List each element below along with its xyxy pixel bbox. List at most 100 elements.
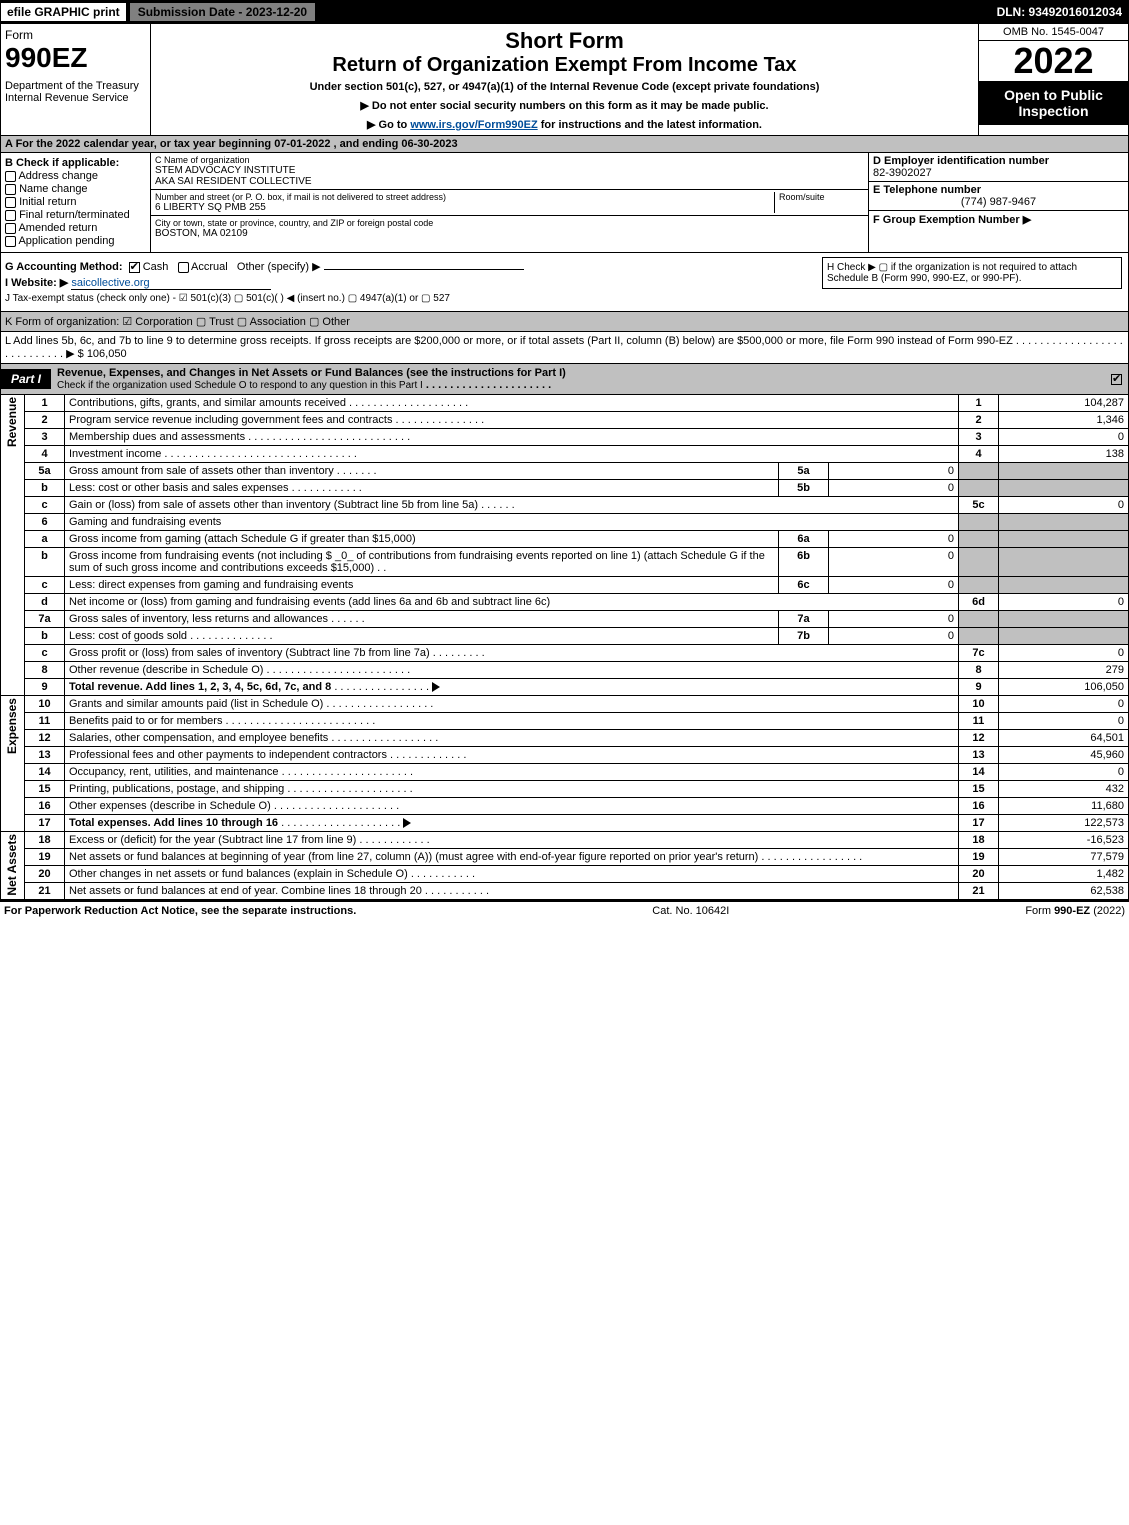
omb-number: OMB No. 1545-0047 [979, 24, 1128, 41]
line-21: 21Net assets or fund balances at end of … [1, 883, 1129, 900]
tel-row: E Telephone number (774) 987-9467 [869, 182, 1128, 211]
line-9: 9Total revenue. Add lines 1, 2, 3, 4, 5c… [1, 679, 1129, 696]
line-20: 20Other changes in net assets or fund ba… [1, 866, 1129, 883]
org-aka: AKA SAI RESIDENT COLLECTIVE [155, 176, 864, 187]
part1-table: Revenue 1Contributions, gifts, grants, a… [0, 395, 1129, 900]
col-c-org-info: C Name of organization STEM ADVOCACY INS… [151, 153, 868, 252]
header-left: Form 990EZ Department of the Treasury In… [1, 24, 151, 135]
part1-tab: Part I [1, 369, 51, 389]
dln: DLN: 93492016012034 [991, 3, 1128, 21]
org-name: STEM ADVOCACY INSTITUTE [155, 165, 864, 176]
arrow-icon [403, 818, 411, 828]
line-16: 16Other expenses (describe in Schedule O… [1, 798, 1129, 815]
section-ghij: H Check ▶ ▢ if the organization is not r… [0, 253, 1129, 312]
chk-application-pending[interactable]: Application pending [5, 235, 146, 247]
subtitle: Under section 501(c), 527, or 4947(a)(1)… [155, 81, 974, 93]
ein-row: D Employer identification number 82-3902… [869, 153, 1128, 182]
chk-accrual[interactable] [178, 262, 189, 273]
footer-mid: Cat. No. 10642I [652, 905, 729, 917]
line-10: Expenses 10Grants and similar amounts pa… [1, 696, 1129, 713]
line-11: 11Benefits paid to or for members . . . … [1, 713, 1129, 730]
page-footer: For Paperwork Reduction Act Notice, see … [0, 900, 1129, 920]
part1-header: Part I Revenue, Expenses, and Changes in… [0, 364, 1129, 395]
line-4: 4Investment income . . . . . . . . . . .… [1, 446, 1129, 463]
title-short-form: Short Form [155, 28, 974, 54]
line-7b: bLess: cost of goods sold . . . . . . . … [1, 628, 1129, 645]
form-word: Form [5, 28, 146, 42]
submission-date: Submission Date - 2023-12-20 [129, 2, 316, 22]
line-7a: 7aGross sales of inventory, less returns… [1, 611, 1129, 628]
line-6c: cLess: direct expenses from gaming and f… [1, 577, 1129, 594]
street: 6 LIBERTY SQ PMB 255 [155, 202, 774, 213]
arrow-icon [432, 682, 440, 692]
line-8: 8Other revenue (describe in Schedule O) … [1, 662, 1129, 679]
vlabel-expenses: Expenses [1, 696, 25, 832]
street-row: Number and street (or P. O. box, if mail… [151, 190, 868, 216]
line-5b: bLess: cost or other basis and sales exp… [1, 480, 1129, 497]
footer-left: For Paperwork Reduction Act Notice, see … [4, 905, 356, 917]
header-center: Short Form Return of Organization Exempt… [151, 24, 978, 135]
open-to-public: Open to Public Inspection [979, 81, 1128, 125]
title-return: Return of Organization Exempt From Incom… [155, 54, 974, 77]
part1-schedule-o-checkbox[interactable] [1111, 374, 1122, 385]
city: BOSTON, MA 02109 [155, 228, 864, 239]
vlabel-net-assets: Net Assets [1, 832, 25, 900]
note-ssn: ▶ Do not enter social security numbers o… [155, 99, 974, 112]
chk-initial-return[interactable]: Initial return [5, 196, 146, 208]
org-name-row: C Name of organization STEM ADVOCACY INS… [151, 153, 868, 190]
footer-right: Form 990-EZ (2022) [1025, 905, 1125, 917]
line-2: 2Program service revenue including gover… [1, 412, 1129, 429]
room-label: Room/suite [779, 192, 864, 202]
vlabel-revenue: Revenue [1, 395, 25, 696]
j-tax-exempt: J Tax-exempt status (check only one) - ☑… [5, 293, 1124, 304]
top-bar: efile GRAPHIC print Submission Date - 20… [0, 0, 1129, 24]
group-exemption-label: F Group Exemption Number ▶ [873, 213, 1124, 226]
street-label: Number and street (or P. O. box, if mail… [155, 192, 774, 202]
ein: 82-3902027 [873, 167, 1124, 179]
section-bcd: B Check if applicable: Address change Na… [0, 153, 1129, 253]
department: Department of the Treasury Internal Reve… [5, 80, 146, 104]
line-15: 15Printing, publications, postage, and s… [1, 781, 1129, 798]
line-6d: dNet income or (loss) from gaming and fu… [1, 594, 1129, 611]
line-6: 6Gaming and fundraising events [1, 514, 1129, 531]
line-5a: 5aGross amount from sale of assets other… [1, 463, 1129, 480]
efile-print-button[interactable]: efile GRAPHIC print [1, 3, 127, 21]
telephone: (774) 987-9467 [873, 196, 1124, 208]
chk-amended-return[interactable]: Amended return [5, 222, 146, 234]
line-6a: aGross income from gaming (attach Schedu… [1, 531, 1129, 548]
form-header: Form 990EZ Department of the Treasury In… [0, 24, 1129, 136]
line-14: 14Occupancy, rent, utilities, and mainte… [1, 764, 1129, 781]
chk-address-change[interactable]: Address change [5, 170, 146, 182]
row-a-tax-year: A For the 2022 calendar year, or tax yea… [0, 136, 1129, 153]
chk-final-return[interactable]: Final return/terminated [5, 209, 146, 221]
line-5c: cGain or (loss) from sale of assets othe… [1, 497, 1129, 514]
line-3: 3Membership dues and assessments . . . .… [1, 429, 1129, 446]
line-1: Revenue 1Contributions, gifts, grants, a… [1, 395, 1129, 412]
col-b-checkboxes: B Check if applicable: Address change Na… [1, 153, 151, 252]
line-17: 17Total expenses. Add lines 10 through 1… [1, 815, 1129, 832]
row-k: K Form of organization: ☑ Corporation ▢ … [0, 312, 1129, 332]
chk-name-change[interactable]: Name change [5, 183, 146, 195]
form-number: 990EZ [5, 42, 146, 74]
line-6b: bGross income from fundraising events (n… [1, 548, 1129, 577]
chk-cash[interactable] [129, 262, 140, 273]
b-title: B Check if applicable: [5, 157, 146, 169]
h-box: H Check ▶ ▢ if the organization is not r… [822, 257, 1122, 289]
group-exemption-row: F Group Exemption Number ▶ [869, 211, 1128, 228]
line-12: 12Salaries, other compensation, and empl… [1, 730, 1129, 747]
irs-link[interactable]: www.irs.gov/Form990EZ [410, 119, 537, 131]
city-row: City or town, state or province, country… [151, 216, 868, 241]
line-13: 13Professional fees and other payments t… [1, 747, 1129, 764]
ein-label: D Employer identification number [873, 155, 1124, 167]
city-label: City or town, state or province, country… [155, 218, 864, 228]
tel-label: E Telephone number [873, 184, 1124, 196]
website-link[interactable]: saicollective.org [71, 277, 271, 290]
line-18: Net Assets 18Excess or (deficit) for the… [1, 832, 1129, 849]
part1-title: Revenue, Expenses, and Changes in Net As… [51, 364, 1111, 394]
col-d-ein: D Employer identification number 82-3902… [868, 153, 1128, 252]
header-right: OMB No. 1545-0047 2022 Open to Public In… [978, 24, 1128, 135]
line-7c: cGross profit or (loss) from sales of in… [1, 645, 1129, 662]
c-name-label: C Name of organization [155, 155, 864, 165]
row-l: L Add lines 5b, 6c, and 7b to line 9 to … [0, 332, 1129, 364]
tax-year: 2022 [979, 41, 1128, 81]
